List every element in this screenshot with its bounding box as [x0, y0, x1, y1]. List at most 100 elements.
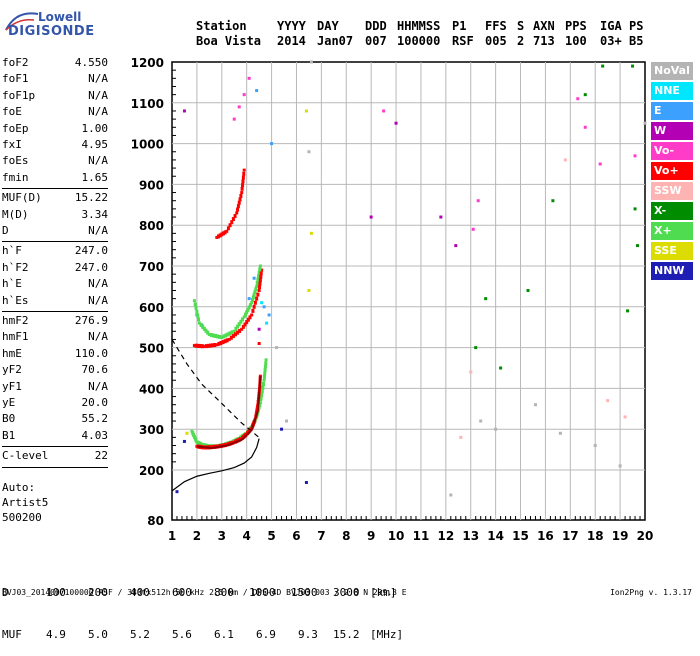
- y-tick-label: 1000: [131, 138, 164, 152]
- param-name: foF1p: [2, 88, 36, 102]
- data-point-noval: [285, 419, 289, 423]
- data-point-w: [439, 215, 443, 219]
- trace-point-xplus: [239, 319, 243, 324]
- trace-point-xplus: [230, 330, 234, 335]
- distance-value: 3000: [333, 586, 360, 599]
- param-row-mufd: MUF(D) 15.22: [2, 191, 108, 205]
- x-tick-label: 7: [317, 529, 325, 543]
- data-point-sse: [309, 231, 313, 235]
- data-point-xminus: [484, 297, 488, 301]
- legend-item-e: E: [651, 102, 693, 120]
- param-row-hme: hmE 110.0: [2, 347, 108, 361]
- param-value: 20.0: [81, 396, 109, 409]
- logo-text-lowell: Lowell: [38, 10, 82, 24]
- trace-point-voplus: [240, 186, 244, 191]
- param-value: 3.34: [81, 207, 109, 221]
- data-point-voplus: [215, 343, 219, 347]
- auto-scaling-info: Auto: Artist5 500200: [2, 480, 48, 525]
- data-point-sse: [185, 431, 189, 435]
- trace-point-voplus: [231, 217, 235, 222]
- x-tick-label: 15: [512, 529, 529, 543]
- trace-point-voplus: [243, 322, 247, 327]
- data-point-nnw: [304, 481, 308, 484]
- param-value: 247.0: [74, 244, 108, 258]
- param-value: 4.550: [74, 56, 108, 69]
- true-height-curve: [171, 438, 260, 492]
- data-point-vominus: [598, 162, 602, 166]
- trace-point-voplus: [258, 278, 262, 283]
- param-value: 70.6: [81, 363, 109, 377]
- trace-point-voplus: [197, 343, 201, 348]
- x-tick-label: 17: [562, 529, 579, 543]
- data-point-noval: [275, 346, 279, 350]
- trace-point-xplus: [199, 323, 203, 328]
- y-tick-label: 200: [139, 464, 164, 478]
- x-tick-label: 14: [487, 529, 504, 543]
- header-label-5: P1: [452, 19, 467, 33]
- data-point-xplus: [264, 358, 268, 362]
- legend-item-noval: NoVal: [651, 62, 693, 80]
- trace-point-xplus: [251, 295, 255, 300]
- y-tick-label: 800: [139, 219, 164, 233]
- data-point-voplus: [235, 211, 239, 215]
- trace-point-voplus: [223, 230, 227, 235]
- legend-item-xminus: X-: [651, 202, 693, 220]
- trace-point-xplus: [263, 364, 267, 369]
- trace-point-xplus: [202, 326, 206, 331]
- param-name: hmF2: [2, 314, 29, 327]
- header-value-4: 100000: [397, 34, 441, 48]
- muf-value: 6.9: [256, 628, 276, 641]
- trace-point-xplus: [204, 328, 208, 333]
- trace-point-xplus: [222, 334, 226, 339]
- x-tick-label: 3: [218, 529, 226, 543]
- y-tick-label: 600: [139, 301, 164, 315]
- data-point-voplus: [250, 313, 254, 317]
- param-value: N/A: [88, 224, 108, 237]
- data-point-voplus: [215, 235, 219, 239]
- header-label-6: FFS: [485, 19, 507, 33]
- data-point-voplus: [240, 327, 244, 331]
- data-point-xplus: [255, 284, 259, 288]
- trace-point-xplus: [263, 368, 267, 373]
- data-point-voplus: [260, 268, 264, 272]
- data-point-vominus: [242, 93, 246, 97]
- trace-point-xplus: [247, 305, 251, 310]
- trace-point-xplus: [194, 438, 198, 443]
- x-tick-label: 16: [537, 529, 554, 543]
- trace-point-voplus: [236, 330, 240, 335]
- trace-point-voplus: [201, 344, 205, 349]
- trace-point-voplus: [233, 332, 237, 337]
- data-point-vominus: [232, 117, 236, 121]
- param-row-foep: foEp 1.00: [2, 122, 108, 136]
- header-value-0: Boa Vista: [196, 34, 262, 48]
- data-point-nne: [260, 301, 264, 305]
- trace-point-voplus: [242, 171, 246, 176]
- trace-point-voplus: [255, 296, 259, 301]
- trace-point-voplus: [221, 231, 225, 236]
- data-point-noval: [593, 444, 597, 448]
- trace-point-xplus: [228, 331, 232, 336]
- trace-point-voplus: [225, 338, 229, 343]
- legend-item-ssw: SSW: [651, 182, 693, 200]
- file-info-line: BVJ03_2014007100000.RSF / 380fx512h 50 k…: [2, 588, 407, 597]
- data-point-xminus: [499, 366, 503, 370]
- trace-point-voplus: [253, 300, 257, 305]
- data-point-nnw: [182, 439, 186, 443]
- param-row-foes: foEs N/A: [2, 154, 108, 168]
- param-row-fxi: fxI 4.95: [2, 138, 108, 152]
- header-label-11: PS: [629, 19, 644, 33]
- trace-point-voplus: [221, 340, 225, 345]
- data-point-xplus: [192, 299, 196, 303]
- trace-point-xplus: [196, 313, 200, 318]
- param-row-fmin: fmin 1.65: [2, 171, 108, 185]
- data-point-noval: [643, 121, 647, 125]
- x-tick-label: 11: [413, 529, 430, 543]
- data-point-voplus: [225, 229, 229, 233]
- param-row-b1: B1 4.03: [2, 429, 108, 443]
- trace-point-xplus: [248, 303, 252, 308]
- data-point-voplus: [227, 337, 231, 341]
- trace-point-voplus: [213, 343, 217, 348]
- param-row-md: M(D) 3.34: [2, 208, 108, 222]
- data-point-vominus: [583, 125, 587, 129]
- param-name: h`Es: [2, 293, 29, 307]
